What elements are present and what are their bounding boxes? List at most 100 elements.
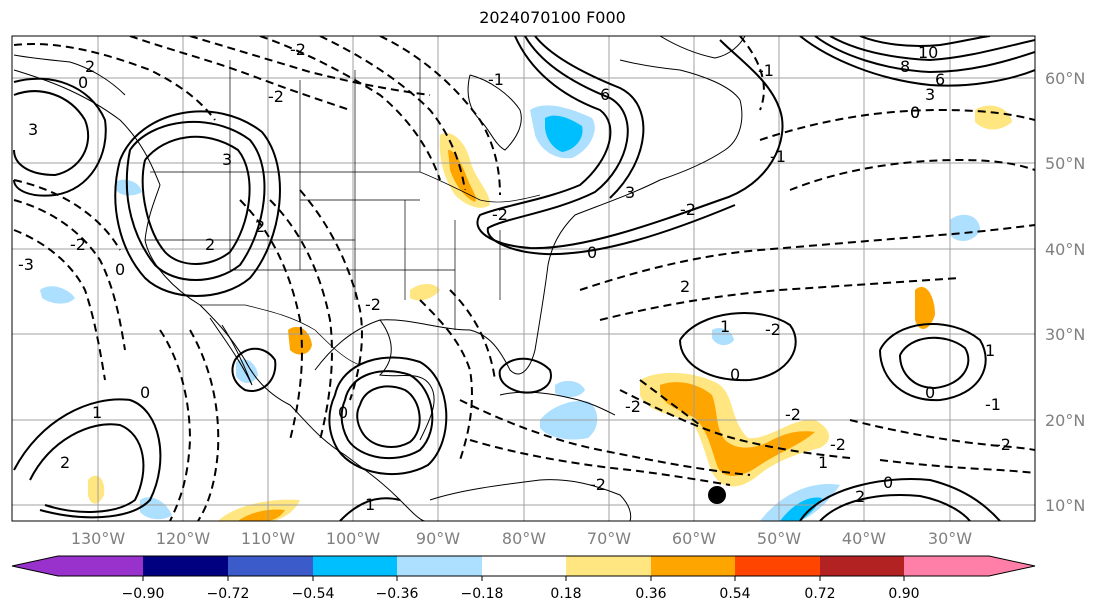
contour-label: 1	[720, 317, 730, 336]
contour-dashed-trop4	[849, 419, 1035, 451]
contour-label: -2	[492, 205, 508, 224]
contour-label: 0	[140, 383, 150, 402]
colorbar-segment	[12, 556, 58, 576]
colorbar-segment	[397, 556, 482, 576]
contours	[13, 36, 1035, 521]
border-us-canada	[150, 171, 541, 203]
contour-label: 0	[730, 365, 740, 384]
contour-dashed-atl3	[789, 158, 1035, 191]
point-marker	[708, 486, 726, 504]
contour-label: -3	[18, 255, 34, 274]
colorbar-segment	[58, 556, 143, 576]
colorbar-segment	[904, 556, 989, 576]
contour-label: 0	[115, 260, 125, 279]
shaded-regions	[40, 105, 1012, 521]
colorbar-outline	[11, 555, 1036, 577]
contour-solid-west	[13, 90, 90, 177]
contour-label: 2	[85, 57, 95, 76]
contour-dashed-plains3	[239, 199, 303, 441]
contour-label: -2	[268, 87, 284, 106]
contour-label: 1	[365, 495, 375, 514]
colorbar-segment	[735, 556, 820, 576]
contour-solid-ne-high2	[814, 36, 1035, 74]
contour-label: 3	[222, 150, 232, 169]
contour-dashed-canada3	[379, 36, 501, 196]
lon-label: 90°W	[416, 529, 460, 548]
contour-label: -2	[785, 405, 801, 424]
contour-label: 3	[925, 85, 935, 104]
colorbar-segment	[143, 556, 228, 576]
contour-dashed-atl	[579, 224, 1035, 291]
contour-solid-rockies3	[141, 135, 251, 265]
contour-solid-atl-high	[679, 312, 797, 382]
contour-dashed-sw	[159, 329, 192, 521]
contour-label: 0	[925, 383, 935, 402]
contour-dashed-west2	[13, 229, 106, 381]
coast-east	[547, 59, 743, 266]
contour-label: 8	[900, 57, 910, 76]
contour-label-group: 2 0 -2 3 6 10 8 6 3 0 -2 3 2 -3 0 -2 1 2…	[18, 40, 1011, 514]
contour-label: -2	[625, 397, 641, 416]
lon-label: 60°W	[672, 529, 716, 548]
lon-label: 80°W	[502, 529, 546, 548]
colorbar-tick-label: −0.18	[461, 586, 504, 602]
shade-gulf-of-guinea-neg-strong	[780, 497, 822, 521]
contour-label: -1	[488, 70, 504, 89]
contour-solid-west2	[13, 77, 107, 197]
contour-solid-pacific2	[29, 423, 145, 513]
contour-solid-gulf-low3	[328, 356, 448, 476]
contour-solid-ne-high3	[829, 36, 1035, 62]
contour-label: 2	[60, 453, 70, 472]
contour-label: 3	[625, 183, 635, 202]
contour-solid-jet3	[534, 36, 645, 199]
contour-label: -2	[765, 320, 781, 339]
contour-dashed-canada2	[319, 36, 466, 191]
border-states-2	[145, 199, 455, 271]
contour-label: -2	[995, 435, 1011, 454]
contour-solid-florida	[498, 357, 552, 394]
border-states-1	[229, 172, 501, 330]
shade-atlantic-band-core	[660, 382, 815, 476]
contour-label: -1	[758, 61, 774, 80]
contour-label: -2	[830, 435, 846, 454]
contour-dashed-plains	[269, 199, 333, 441]
shade-hudson-neg-core	[545, 115, 583, 152]
lat-label: 60°N	[1045, 69, 1085, 88]
contour-label: 1	[985, 341, 995, 360]
contour-label: 6	[935, 70, 945, 89]
contour-dashed-nw	[13, 43, 216, 121]
contour-dashed-atl2	[599, 277, 961, 321]
colorbar-tick-label: −0.36	[376, 586, 419, 602]
contour-solid-sa-high2	[819, 494, 971, 521]
map-frame	[11, 35, 1036, 522]
lat-label: 40°N	[1045, 240, 1085, 259]
contour-solid-ne-high	[799, 36, 1035, 87]
shade-eastatl-pos	[915, 286, 935, 330]
coastlines	[13, 36, 746, 521]
lon-label: 30°W	[928, 529, 972, 548]
contour-label: 6	[600, 85, 610, 104]
contour-solid-atl-high3	[899, 336, 970, 390]
colorbar-tick-label: 0.36	[635, 586, 666, 602]
contour-dashed-sw2	[189, 329, 220, 521]
coast-yucatan	[378, 319, 435, 441]
lat-label-group: 60°N 50°N 40°N 30°N 20°N 10°N	[1045, 69, 1085, 515]
contour-label: 2	[255, 217, 265, 236]
colorbar-segment	[989, 556, 1035, 576]
contour-label: 1	[818, 453, 828, 472]
contour-label: -1	[985, 395, 1001, 414]
shade-pacific-neg	[40, 286, 75, 304]
coast-greenland	[659, 36, 746, 59]
lon-label: 100°W	[326, 529, 381, 548]
contour-solid-gulf-low2	[356, 385, 421, 448]
contours-dashed	[13, 36, 1035, 521]
colorbar-tick-label: −0.54	[292, 586, 335, 602]
lon-label: 110°W	[241, 529, 296, 548]
colorbar-segment	[482, 556, 566, 576]
shade-central-am-pos-core	[238, 509, 285, 521]
lon-label-group: 130°W 120°W 110°W 100°W 90°W 80°W 70°W 6…	[71, 529, 972, 548]
colorbar-tick-label: 0.72	[804, 586, 835, 602]
contour-dashed-west3	[13, 179, 121, 251]
map-panel: 2 0 -2 3 6 10 8 6 3 0 -2 3 2 -3 0 -2 1 2…	[12, 36, 1035, 521]
